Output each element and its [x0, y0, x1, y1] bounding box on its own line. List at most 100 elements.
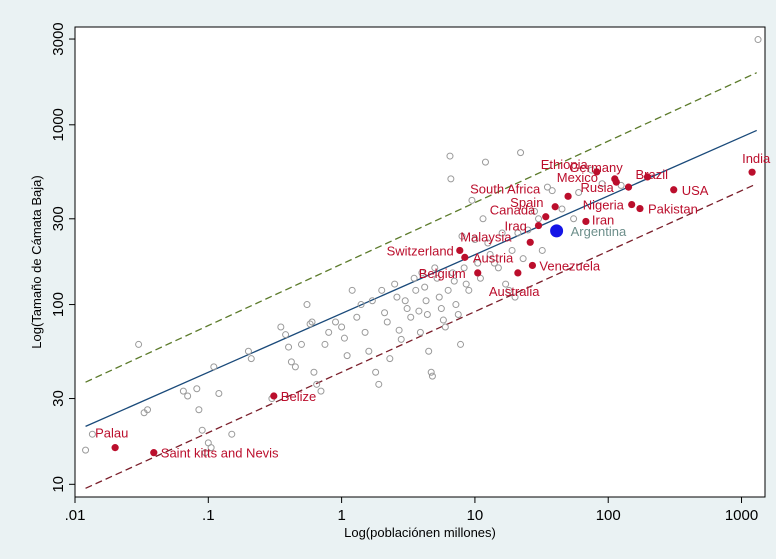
data-point	[310, 368, 318, 376]
data-point	[353, 313, 361, 321]
point-label: Austria	[473, 250, 514, 265]
point-label: Pakistan	[648, 202, 698, 217]
labeled-point	[528, 261, 537, 270]
data-point	[82, 446, 90, 454]
data-point	[498, 229, 506, 237]
data-point	[505, 286, 513, 294]
data-point	[617, 181, 625, 189]
x-tick-label: .01	[65, 507, 86, 524]
data-point	[754, 36, 762, 44]
x-axis-title: Log(poblaciónen millones)	[344, 525, 496, 540]
data-point	[450, 277, 458, 285]
point-label: Saint kitts and Nevis	[161, 446, 279, 461]
data-point	[535, 215, 543, 223]
data-point	[441, 323, 449, 331]
point-label: Germany	[569, 160, 623, 175]
data-point	[184, 392, 192, 400]
data-point	[457, 340, 465, 348]
data-point	[428, 372, 436, 380]
point-label: Iraq	[505, 219, 527, 234]
data-point	[297, 340, 305, 348]
data-point	[198, 426, 206, 434]
data-point	[313, 380, 321, 388]
point-label: India	[742, 151, 771, 166]
data-point	[435, 293, 443, 301]
fit-line	[85, 129, 757, 427]
data-point	[401, 297, 409, 305]
labeled-point	[636, 204, 644, 213]
point-label: Belgium	[419, 266, 466, 281]
labeled-point	[150, 449, 158, 457]
data-point	[343, 352, 351, 360]
y-tick-label: 3000	[50, 22, 67, 55]
labeled-point	[111, 444, 119, 452]
data-point	[433, 274, 441, 282]
data-point	[425, 347, 433, 355]
data-point	[412, 286, 420, 294]
data-point	[462, 280, 470, 288]
data-point	[397, 335, 405, 343]
data-point	[308, 318, 316, 326]
point-label: Iran	[592, 212, 614, 227]
data-point	[201, 449, 209, 457]
data-point	[340, 334, 348, 342]
data-point	[454, 311, 462, 319]
data-point	[531, 207, 539, 215]
data-point	[508, 246, 516, 254]
y-tick-label: 1000	[50, 108, 67, 141]
data-point	[421, 283, 429, 291]
data-point	[391, 280, 399, 288]
data-point	[88, 430, 96, 438]
x-tick-label: 10	[467, 507, 484, 524]
data-point	[207, 444, 215, 452]
data-point	[486, 250, 494, 258]
data-point	[393, 293, 401, 301]
data-point	[452, 301, 460, 309]
data-point	[468, 196, 476, 204]
x-axis: .01 .1 1 10 100 1000	[65, 497, 758, 524]
y-tick-label: 30	[50, 390, 67, 407]
data-point	[447, 175, 455, 183]
data-point	[444, 286, 452, 294]
data-point	[372, 368, 380, 376]
data-point	[422, 297, 430, 305]
data-point	[193, 385, 201, 393]
data-point	[570, 215, 578, 223]
data-point	[543, 183, 551, 191]
data-point	[135, 340, 143, 348]
point-label: Belize	[281, 389, 316, 404]
lower-bound-line	[85, 183, 757, 489]
point-label: Ethiopia	[541, 157, 589, 172]
data-point	[317, 387, 325, 395]
labeled-point	[643, 173, 652, 181]
labeled-point	[534, 221, 543, 230]
data-point	[282, 331, 290, 339]
labeled-point	[670, 186, 678, 194]
data-point	[144, 406, 152, 414]
point-label: USA	[682, 183, 709, 198]
data-point	[195, 406, 203, 414]
data-point	[381, 309, 389, 317]
y-axis-title: Log(Tamaño de Cámata Baja)	[29, 175, 44, 348]
data-point	[291, 363, 299, 371]
data-point	[449, 269, 457, 277]
point-label: Nigeria	[583, 198, 625, 213]
point-label: Switzerland	[387, 243, 454, 258]
labeled-point	[526, 238, 534, 246]
data-point	[285, 343, 293, 351]
point-label: Venezuela	[539, 258, 600, 273]
labeled-point	[748, 168, 756, 176]
labeled-point	[551, 203, 559, 211]
data-point	[517, 149, 525, 157]
data-point	[361, 328, 369, 336]
data-point	[338, 323, 346, 331]
y-tick-label: 10	[50, 476, 67, 493]
x-tick-label: 1	[337, 507, 345, 524]
data-point	[277, 323, 285, 331]
data-point	[348, 286, 356, 294]
x-tick-label: 1000	[725, 507, 758, 524]
y-tick-label: 100	[50, 292, 67, 317]
data-point	[244, 347, 252, 355]
labeled-point	[542, 213, 550, 221]
